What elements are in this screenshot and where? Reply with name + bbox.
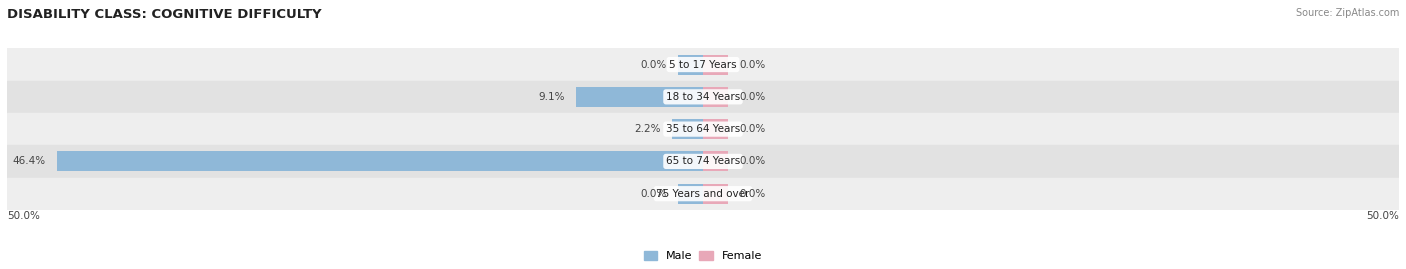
Text: Source: ZipAtlas.com: Source: ZipAtlas.com: [1295, 8, 1399, 18]
Text: DISABILITY CLASS: COGNITIVE DIFFICULTY: DISABILITY CLASS: COGNITIVE DIFFICULTY: [7, 8, 322, 21]
Text: 0.0%: 0.0%: [740, 189, 765, 199]
Bar: [703, 87, 728, 107]
Text: 9.1%: 9.1%: [538, 92, 565, 102]
Text: 50.0%: 50.0%: [1367, 211, 1399, 221]
Bar: [7, 113, 1399, 145]
Bar: [7, 145, 1399, 178]
Bar: [678, 184, 703, 204]
Text: 0.0%: 0.0%: [740, 156, 765, 167]
Text: 2.2%: 2.2%: [634, 124, 661, 134]
Bar: [7, 178, 1399, 210]
Text: 18 to 34 Years: 18 to 34 Years: [666, 92, 740, 102]
Bar: [703, 119, 728, 139]
Text: 75 Years and over: 75 Years and over: [657, 189, 749, 199]
Text: 0.0%: 0.0%: [740, 92, 765, 102]
Text: 0.0%: 0.0%: [740, 124, 765, 134]
Text: 0.0%: 0.0%: [740, 59, 765, 70]
Text: 0.0%: 0.0%: [641, 189, 666, 199]
Legend: Male, Female: Male, Female: [640, 246, 766, 266]
Text: 50.0%: 50.0%: [7, 211, 39, 221]
Bar: [7, 48, 1399, 81]
Text: 5 to 17 Years: 5 to 17 Years: [669, 59, 737, 70]
Bar: [703, 184, 728, 204]
Text: 65 to 74 Years: 65 to 74 Years: [666, 156, 740, 167]
Bar: [58, 151, 703, 171]
Bar: [678, 55, 703, 75]
Text: 35 to 64 Years: 35 to 64 Years: [666, 124, 740, 134]
Bar: [703, 55, 728, 75]
Text: 0.0%: 0.0%: [641, 59, 666, 70]
Bar: [7, 81, 1399, 113]
Text: 46.4%: 46.4%: [13, 156, 46, 167]
Bar: [672, 119, 703, 139]
Bar: [703, 151, 728, 171]
Bar: [576, 87, 703, 107]
